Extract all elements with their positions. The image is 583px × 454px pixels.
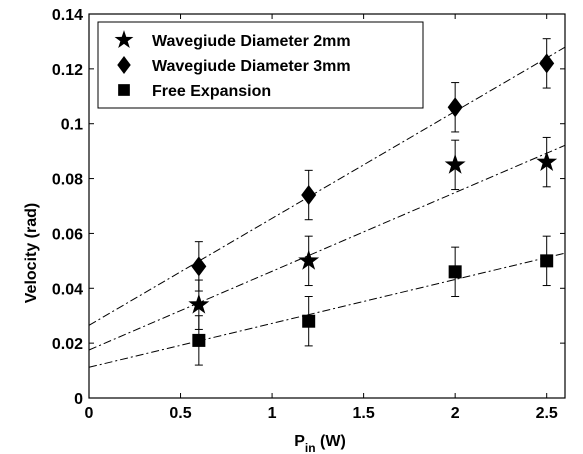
y-tick-label: 0.14 [52, 7, 83, 24]
plot-frame [88, 13, 566, 399]
data-point-diamond [447, 97, 463, 118]
x-tick-label: 2 [451, 405, 460, 422]
fit-line [88, 144, 566, 351]
data-point-square [448, 265, 462, 279]
y-tick-label: 0.04 [52, 281, 83, 298]
x-tick-label: 0 [85, 405, 94, 422]
data-point-diamond [539, 53, 555, 74]
legend: Wavegiude Diameter 2mm Wavegiude Diameter… [97, 21, 424, 109]
y-tick-label: 0.02 [52, 336, 83, 353]
data-point-star [444, 153, 466, 174]
data-point-square [540, 254, 554, 268]
legend-label: Free Expansion [152, 83, 271, 100]
y-tick-label: 0.1 [61, 117, 83, 134]
legend-marker-diamond [117, 56, 131, 74]
y-tick-label: 0.06 [52, 226, 83, 243]
x-tick-label: 1.5 [352, 405, 374, 422]
data-point-diamond [301, 185, 317, 206]
x-axis-label-unit: (W) [316, 433, 346, 450]
x-tick-label: 1 [268, 405, 277, 422]
data-point-square [192, 333, 206, 347]
x-tick-label: 0.5 [169, 405, 191, 422]
series-diamond [88, 38, 566, 326]
legend-box [97, 21, 424, 109]
y-tick-label: 0.12 [52, 62, 83, 79]
data-point-star [188, 293, 210, 314]
legend-marker-square [118, 84, 130, 96]
data-point-star [298, 249, 320, 270]
axes: 0 0.5 1 1.5 2 2.5 0 0.02 0.04 0.06 0.08 0.1 0.12 0.14 [52, 7, 566, 422]
legend-label: Wavegiude Diameter 3mm [152, 58, 351, 75]
legend-marker-star [114, 30, 134, 49]
x-tick-label: 2.5 [536, 405, 558, 422]
data-point-diamond [191, 256, 207, 277]
data-point-star [536, 151, 558, 172]
x-axis-label: Pin (W) [294, 433, 346, 454]
y-tick-label: 0.08 [52, 172, 83, 189]
series-star [88, 136, 566, 351]
x-axis-label-main: P [294, 433, 305, 450]
series-square [88, 235, 566, 368]
legend-label: Wavegiude Diameter 2mm [152, 33, 351, 50]
data-point-square [302, 314, 316, 328]
fit-line [88, 252, 566, 368]
y-axis-label: Velocity (rad) [23, 203, 40, 303]
fit-line [88, 46, 566, 326]
x-axis-label-sub: in [305, 441, 316, 454]
plot-area [88, 38, 566, 368]
y-tick-label: 0 [74, 391, 83, 408]
